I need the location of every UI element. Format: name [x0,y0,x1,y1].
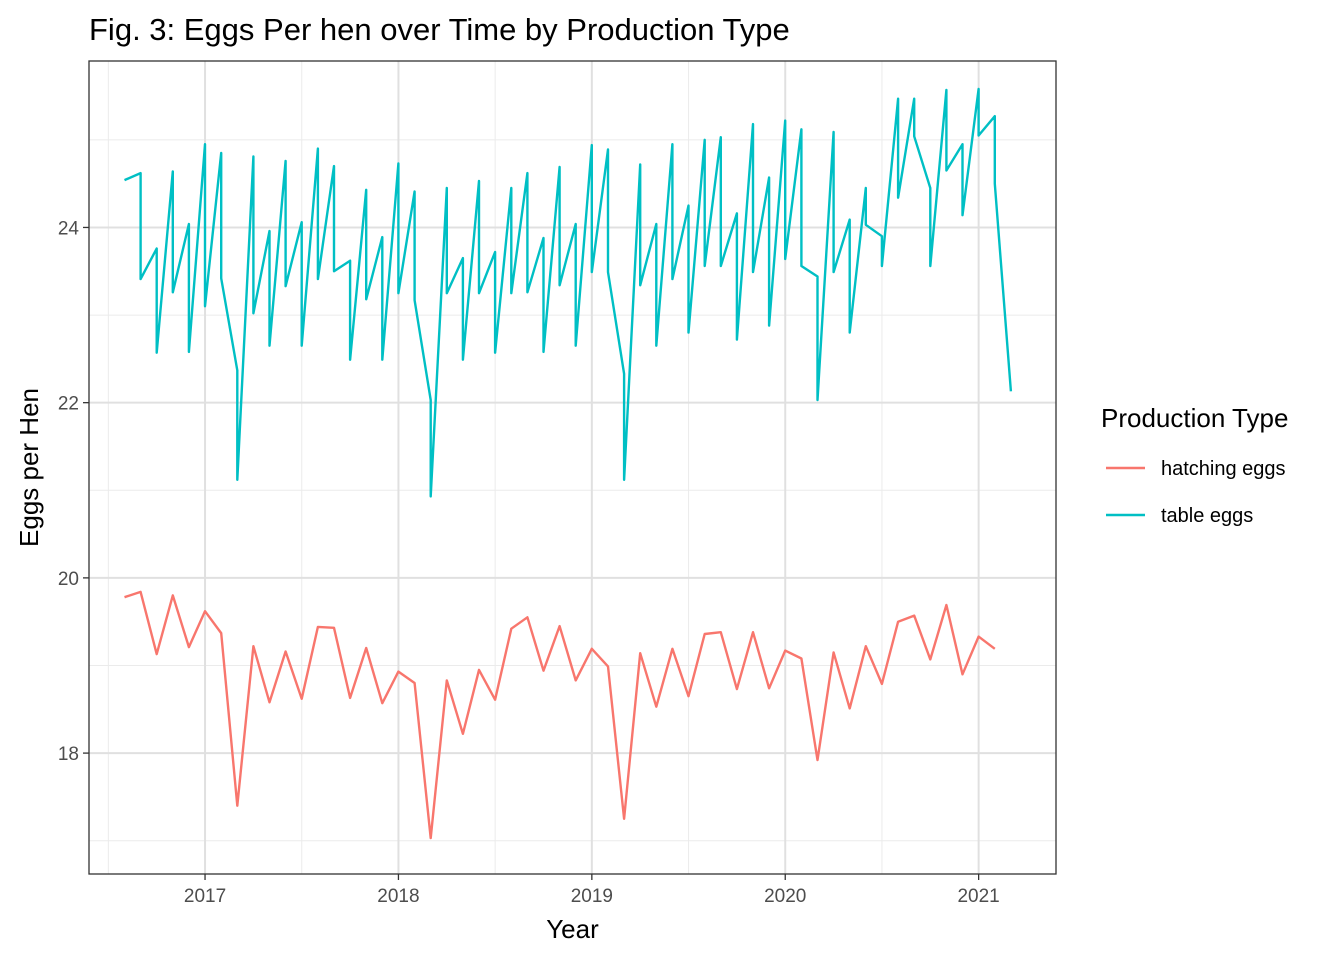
y-tick-label: 18 [58,744,79,765]
y-tick-label: 20 [58,569,79,590]
plot-panel-border [88,60,1057,875]
legend-label-table-eggs: table eggs [1161,505,1253,527]
legend-label-hatching-eggs: hatching eggs [1161,458,1286,480]
series-lines [124,87,1013,840]
series-line-table-eggs [124,87,1013,498]
legend-title: Production Type [1101,403,1288,433]
y-tick-label: 24 [58,218,80,239]
x-tick-label: 2019 [571,886,613,907]
x-tick-label: 2021 [957,886,999,907]
y-axis-title: Eggs per Hen [14,388,44,547]
x-axis-title: Year [546,914,599,944]
x-tick-label: 2018 [377,886,419,907]
legend: Production Type hatching eggs table eggs [1101,403,1288,527]
grid [89,61,1056,874]
plot-background [89,61,1056,874]
axis-ticks: 2017 2018 2019 2020 2021 18 20 22 24 [58,218,1000,907]
y-tick-label: 22 [58,394,79,415]
series-line-hatching-eggs [124,590,996,840]
chart-title: Fig. 3: Eggs Per hen over Time by Produc… [89,12,790,47]
x-tick-label: 2017 [184,886,226,907]
x-tick-label: 2020 [764,886,806,907]
